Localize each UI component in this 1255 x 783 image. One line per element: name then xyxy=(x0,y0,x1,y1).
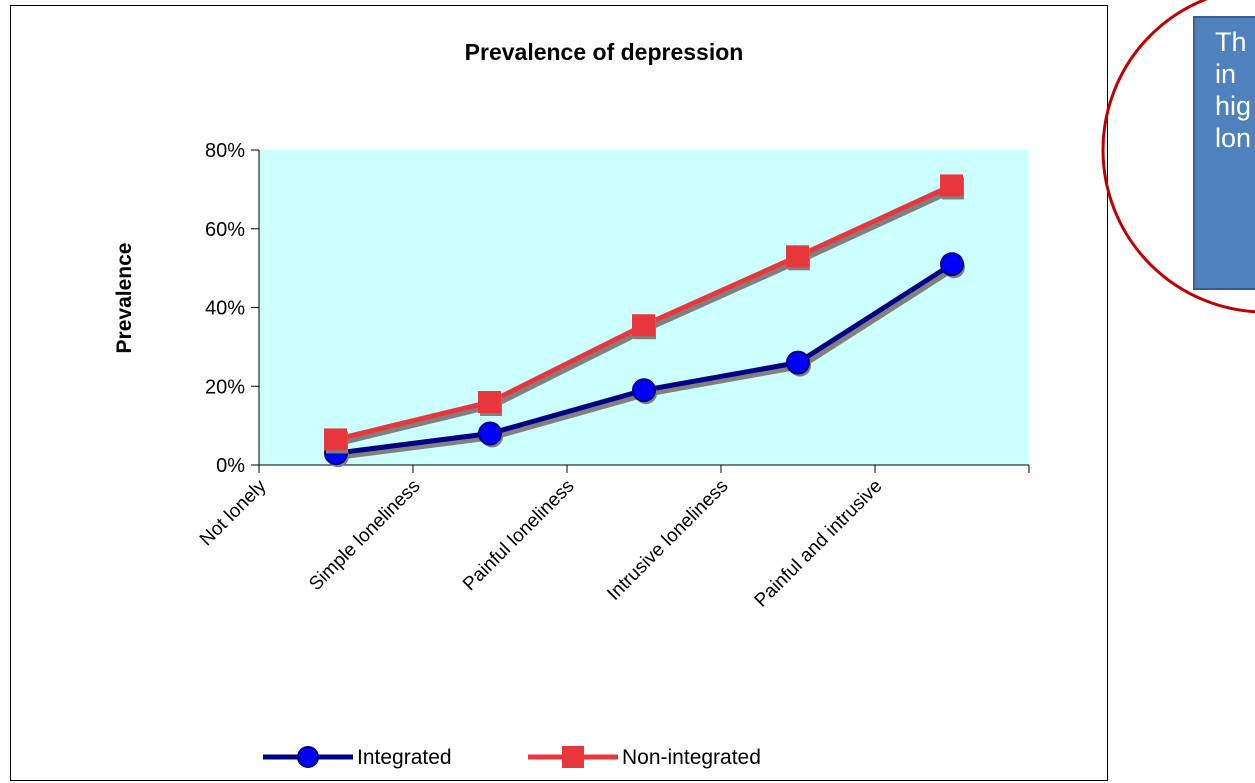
y-tick-label: 40% xyxy=(205,298,245,320)
y-tick-label: 0% xyxy=(216,455,245,477)
callout-line-3: hig xyxy=(1215,91,1252,121)
x-axis-ticks: Not lonely Simple loneliness Painful lonel… xyxy=(196,465,1030,612)
x-tick-label: Painful and intrusive xyxy=(751,476,887,612)
line-chart: Prevalence of depression 0%20%40%60%80% … xyxy=(113,39,1030,769)
plot-area xyxy=(259,150,1029,465)
callout-line-4: lon xyxy=(1215,123,1252,153)
y-tick-label: 20% xyxy=(205,376,245,398)
chart-title: Prevalence of depression xyxy=(465,39,744,65)
series-layer xyxy=(324,174,965,468)
callout-line-2: in xyxy=(1215,59,1237,89)
data-point-non-integrated xyxy=(324,428,347,451)
callout-box: Th in hig lon xyxy=(1193,16,1255,290)
legend-label: Integrated xyxy=(357,746,452,769)
data-point-non-integrated xyxy=(940,174,963,197)
y-axis-ticks: 0% 20% 40% 60% 80% xyxy=(205,140,259,477)
x-tick-label: Painful loneliness xyxy=(459,476,578,595)
y-axis-label: Prevalence xyxy=(113,243,136,354)
legend-label: Non-integrated xyxy=(622,746,761,769)
data-point-integrated xyxy=(940,252,964,277)
legend: Integrated Non-integrated xyxy=(263,746,761,769)
data-point-non-integrated xyxy=(478,391,501,413)
x-tick-label: Simple loneliness xyxy=(305,476,424,595)
data-point-integrated xyxy=(786,350,810,375)
y-tick-label: 60% xyxy=(205,219,245,241)
x-tick-label: Intrusive loneliness xyxy=(603,476,732,605)
data-point-non-integrated xyxy=(786,245,809,268)
data-point-non-integrated xyxy=(632,314,655,337)
legend-marker-square xyxy=(562,746,584,768)
data-point-integrated xyxy=(478,421,502,446)
chart-area: Prevalence of depression 0% 20% 40% 60% 80% … xyxy=(10,5,1108,781)
callout-line-1: Th xyxy=(1215,27,1247,57)
legend-marker-circle xyxy=(297,746,319,768)
y-tick-label: 80% xyxy=(205,140,245,162)
data-point-integrated xyxy=(632,378,656,403)
x-tick-label: Not lonely xyxy=(196,475,271,550)
